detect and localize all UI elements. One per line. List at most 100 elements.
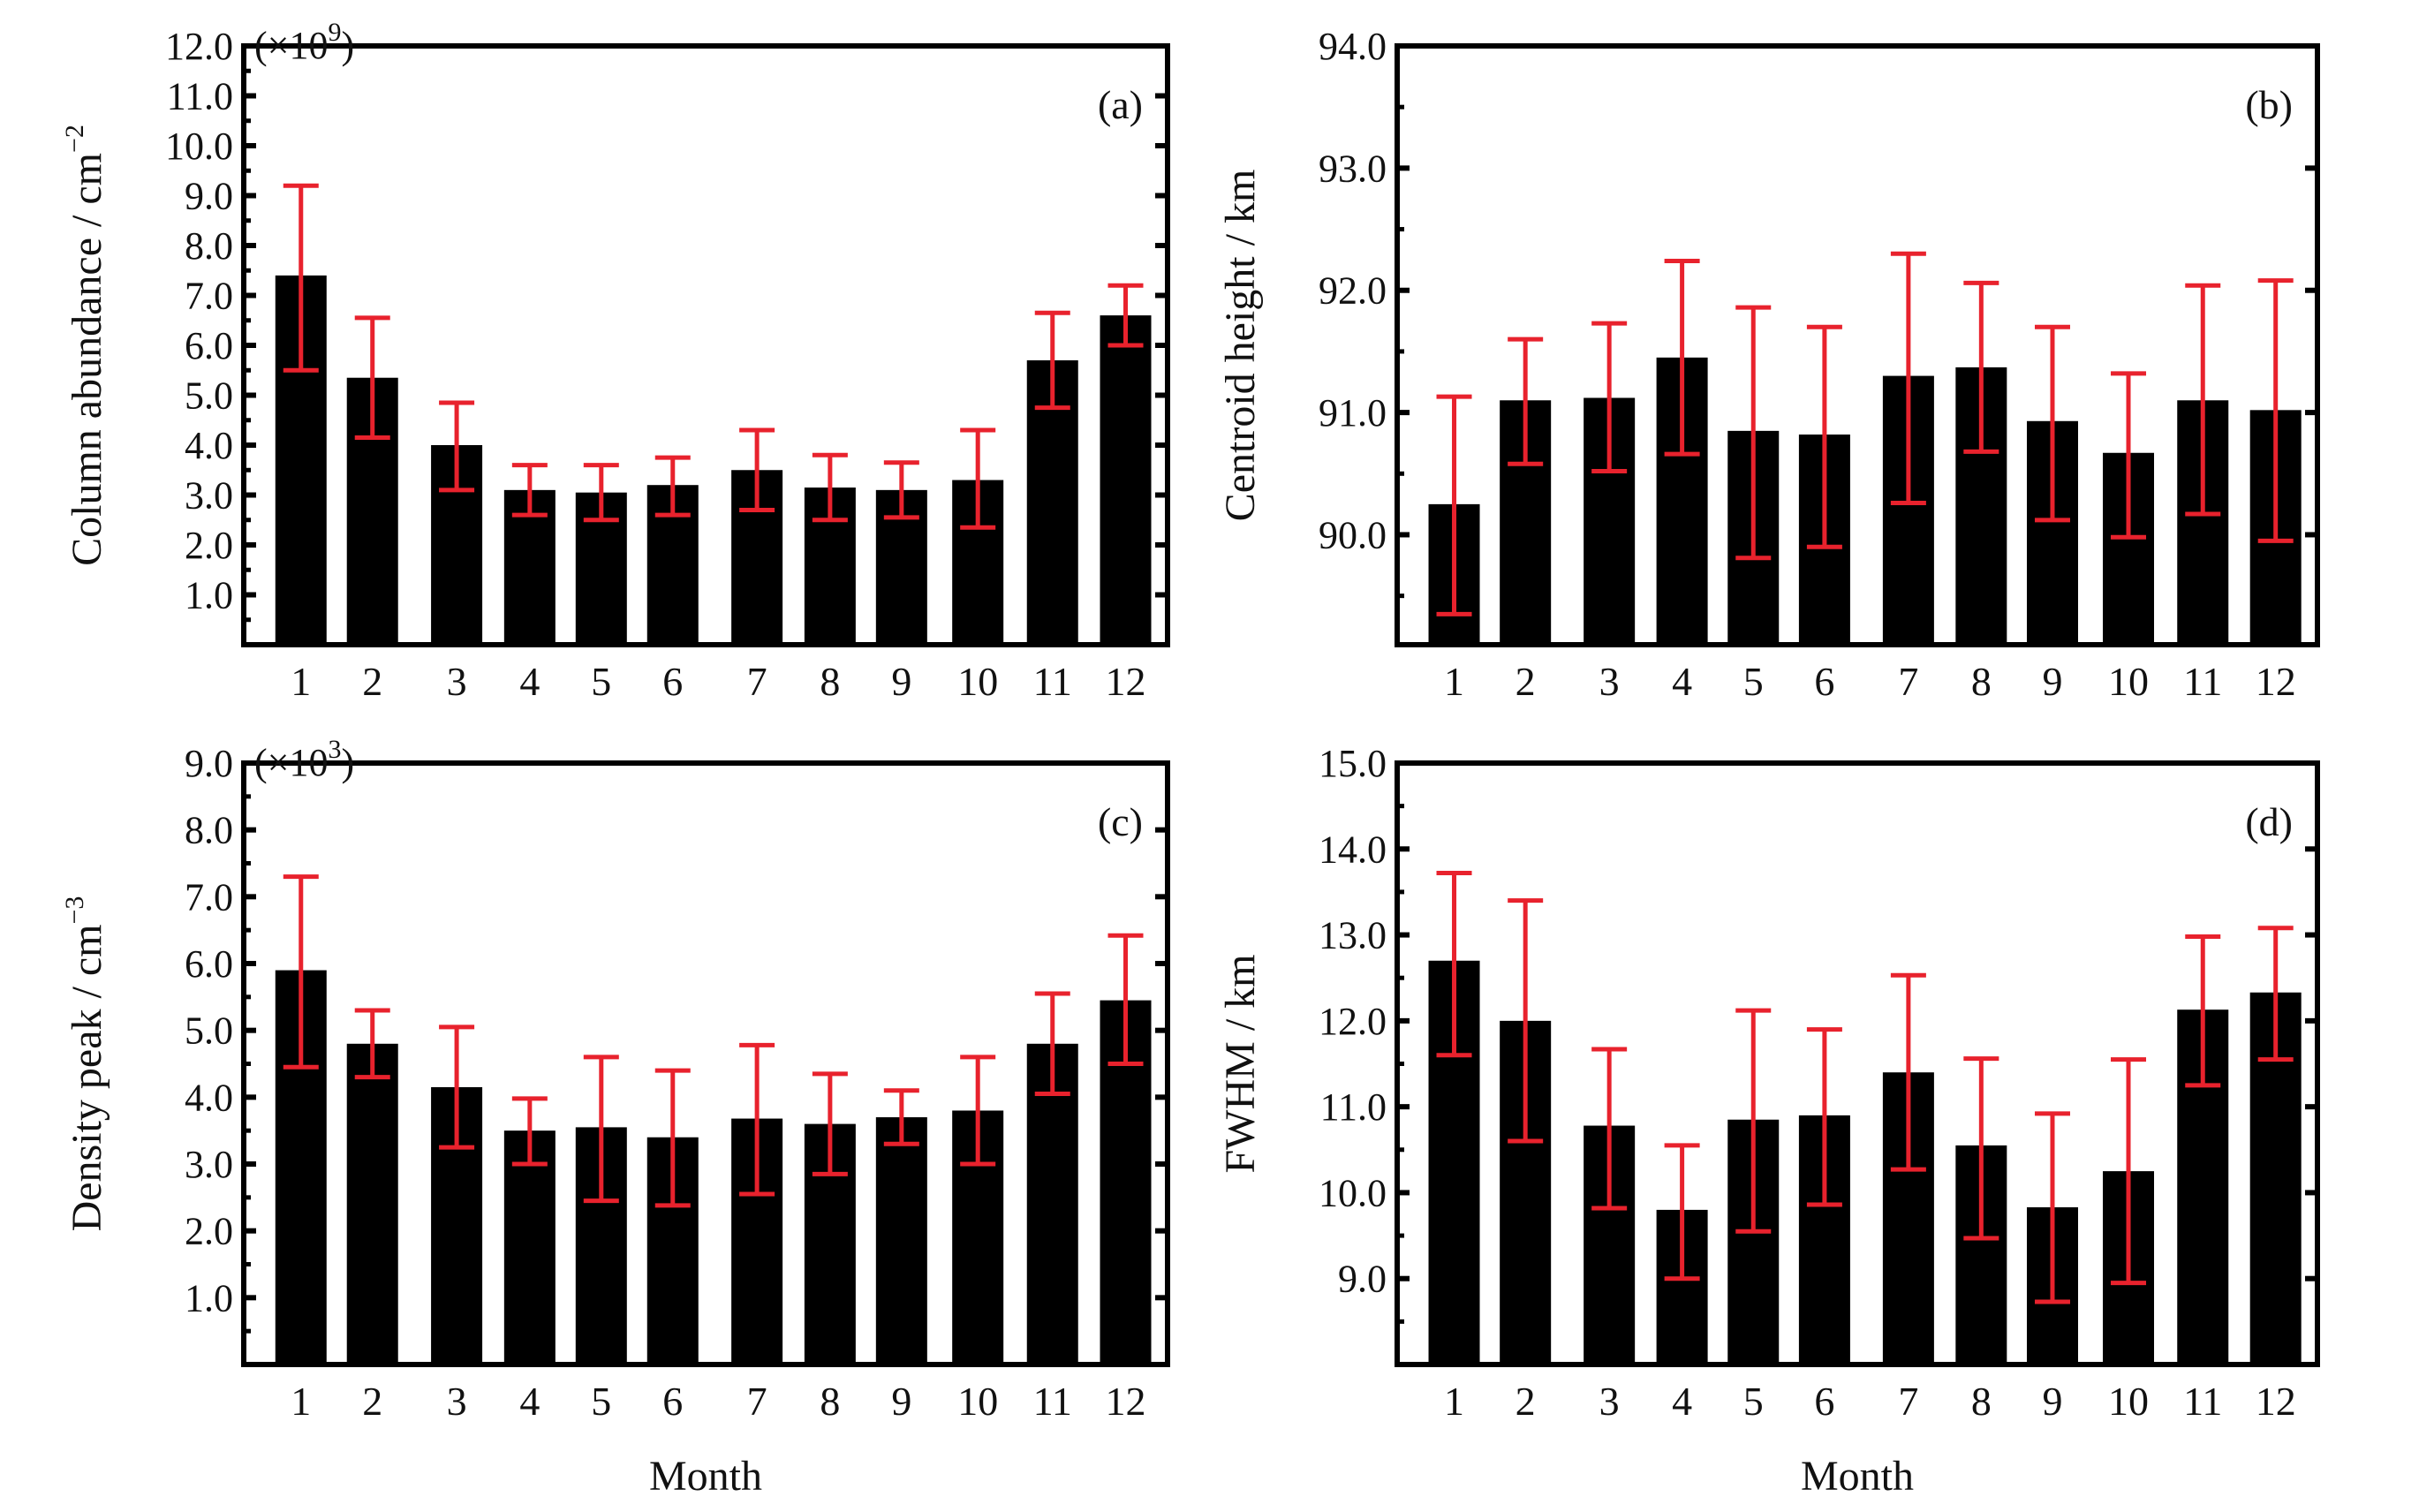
y-tick-label: 5.0 [185,374,233,418]
x-tick-label: 10 [2108,659,2149,704]
y-tick-label: 93.0 [1319,147,1387,190]
x-axis-label: Month [1801,1453,1914,1500]
x-tick-label: 3 [1599,1379,1620,1424]
x-tick-label: 6 [662,659,683,704]
y-tick-label: 2.0 [185,1210,233,1253]
x-tick-label: 12 [1106,1379,1146,1424]
y-axis-label-text: Density peak / cm [64,925,110,1232]
x-tick-label: 9 [891,659,911,704]
y-tick-label: 11.0 [167,75,233,118]
y-axis-label-text: FWHM / km [1217,954,1264,1173]
errorbar-month-12 [1107,933,1144,1066]
x-tick-label: 3 [447,659,467,704]
x-tick-label: 6 [662,1379,683,1424]
errorbar-month-4 [511,1096,548,1167]
x-tick-label: 11 [2183,659,2222,704]
y-axis-label: FWHM / km [1217,954,1264,1173]
errorbar-month-11 [1034,310,1070,411]
x-tick-label: 1 [291,1379,311,1424]
x-tick-label: 12 [2256,1379,2296,1424]
y-axis-label-text: Centroid height / km [1217,170,1264,522]
y-axis-label-exponent: −3 [60,896,89,925]
x-tick-label: 4 [1672,1379,1692,1424]
errorbar-month-6 [654,1068,691,1208]
y-tick-label: 92.0 [1319,269,1387,313]
multiplier-exponent: 9 [328,18,341,47]
x-tick-label: 5 [591,659,611,704]
y-tick-label: 6.0 [185,324,233,367]
y-tick-label: 3.0 [185,474,233,518]
errorbar-month-9 [883,460,919,520]
y-tick-label: 15.0 [1319,742,1387,785]
errorbar-month-8 [812,452,848,523]
x-tick-label: 11 [2183,1379,2222,1424]
x-tick-label: 2 [1516,659,1536,704]
x-axis-label: Month [649,1453,762,1500]
y-axis-label-exponent: −2 [60,125,89,153]
errorbar-month-7 [1890,251,1926,505]
x-tick-label: 3 [447,1379,467,1424]
y-tick-label: 2.0 [185,524,233,567]
chart-panel-c: 1 2 3 4 5 6 7 8 9 10 11 121.02.03.04.05.06.07.08.09… [60,735,1170,1500]
errorbar-month-6 [654,455,691,518]
chart-panel-b: 1 2 3 4 5 6 7 8 9 10 11 1290.091.092.093.094.0Centr… [1217,25,2320,704]
errorbar-month-9 [2034,1111,2070,1304]
errorbar-month-7 [739,427,775,512]
errorbar-month-12 [2257,278,2294,543]
multiplier-exponent: 3 [328,735,341,764]
x-tick-label: 9 [2042,659,2062,704]
errorbar-month-3 [1591,321,1628,474]
x-tick-label: 5 [1743,1379,1764,1424]
y-tick-label: 90.0 [1319,513,1387,556]
bar-month-4 [503,1130,556,1365]
y-tick-label: 1.0 [185,574,233,617]
x-tick-label: 7 [747,659,767,704]
x-tick-label: 1 [291,659,311,704]
errorbar-month-1 [283,183,319,373]
errorbar-month-4 [1664,1143,1700,1281]
x-tick-label: 10 [2108,1379,2149,1424]
errorbar-month-6 [1806,324,1842,549]
multiplier-close: ) [341,24,354,67]
errorbar-month-10 [960,1055,996,1167]
x-tick-label: 10 [957,1379,998,1424]
x-tick-label: 11 [1033,659,1072,704]
errorbar-month-4 [1664,259,1700,457]
x-tick-label: 8 [1971,659,1992,704]
errorbar-month-5 [1735,305,1772,561]
multiplier-close: ) [341,741,354,784]
x-tick-label: 1 [1444,1379,1464,1424]
chart-panel-d: 1 2 3 4 5 6 7 8 9 10 11 129.010.011.012.013.014.015… [1217,742,2320,1500]
errorbar-month-3 [439,1024,475,1150]
multiplier-label: (×103) [254,735,354,784]
errorbar-month-4 [511,463,548,518]
x-tick-label: 5 [591,1379,611,1424]
errorbar-month-3 [1591,1047,1628,1211]
x-tick-label: 8 [1971,1379,1992,1424]
x-tick-label: 4 [519,659,540,704]
errorbar-month-8 [1963,280,1999,454]
errorbar-month-11 [1034,991,1070,1097]
panel-tag: (b) [2245,82,2293,127]
x-tick-label: 6 [1814,1379,1834,1424]
errorbar-month-7 [1890,972,1926,1172]
errorbar-month-2 [1508,898,1544,1144]
errorbar-month-7 [739,1042,775,1197]
x-tick-label: 12 [2256,659,2296,704]
errorbar-month-1 [1436,394,1472,616]
x-tick-label: 5 [1743,659,1764,704]
x-tick-label: 11 [1033,1379,1072,1424]
errorbar-month-10 [2111,371,2147,540]
x-tick-label: 9 [2042,1379,2062,1424]
errorbar-month-12 [1107,283,1144,348]
y-tick-label: 14.0 [1319,828,1387,871]
x-tick-label: 4 [1672,659,1692,704]
errorbar-month-3 [439,400,475,493]
y-tick-label: 12.0 [1319,1000,1387,1043]
x-tick-label: 7 [747,1379,767,1424]
x-tick-label: 7 [1898,1379,1918,1424]
y-tick-label: 9.0 [1338,1258,1387,1301]
multiplier-base: ×10 [268,741,329,784]
errorbar-month-6 [1806,1027,1842,1207]
multiplier-open: ( [254,741,268,784]
